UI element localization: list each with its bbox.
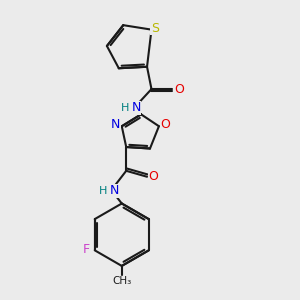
Text: N: N <box>110 184 119 197</box>
Text: F: F <box>82 243 89 256</box>
Text: O: O <box>174 82 184 96</box>
Text: N: N <box>131 101 141 114</box>
Text: O: O <box>160 118 170 131</box>
Text: N: N <box>110 118 120 131</box>
Text: S: S <box>151 22 159 34</box>
Text: H: H <box>121 103 129 113</box>
Text: H: H <box>99 186 107 196</box>
Text: CH₃: CH₃ <box>112 276 131 286</box>
Text: O: O <box>148 170 158 183</box>
